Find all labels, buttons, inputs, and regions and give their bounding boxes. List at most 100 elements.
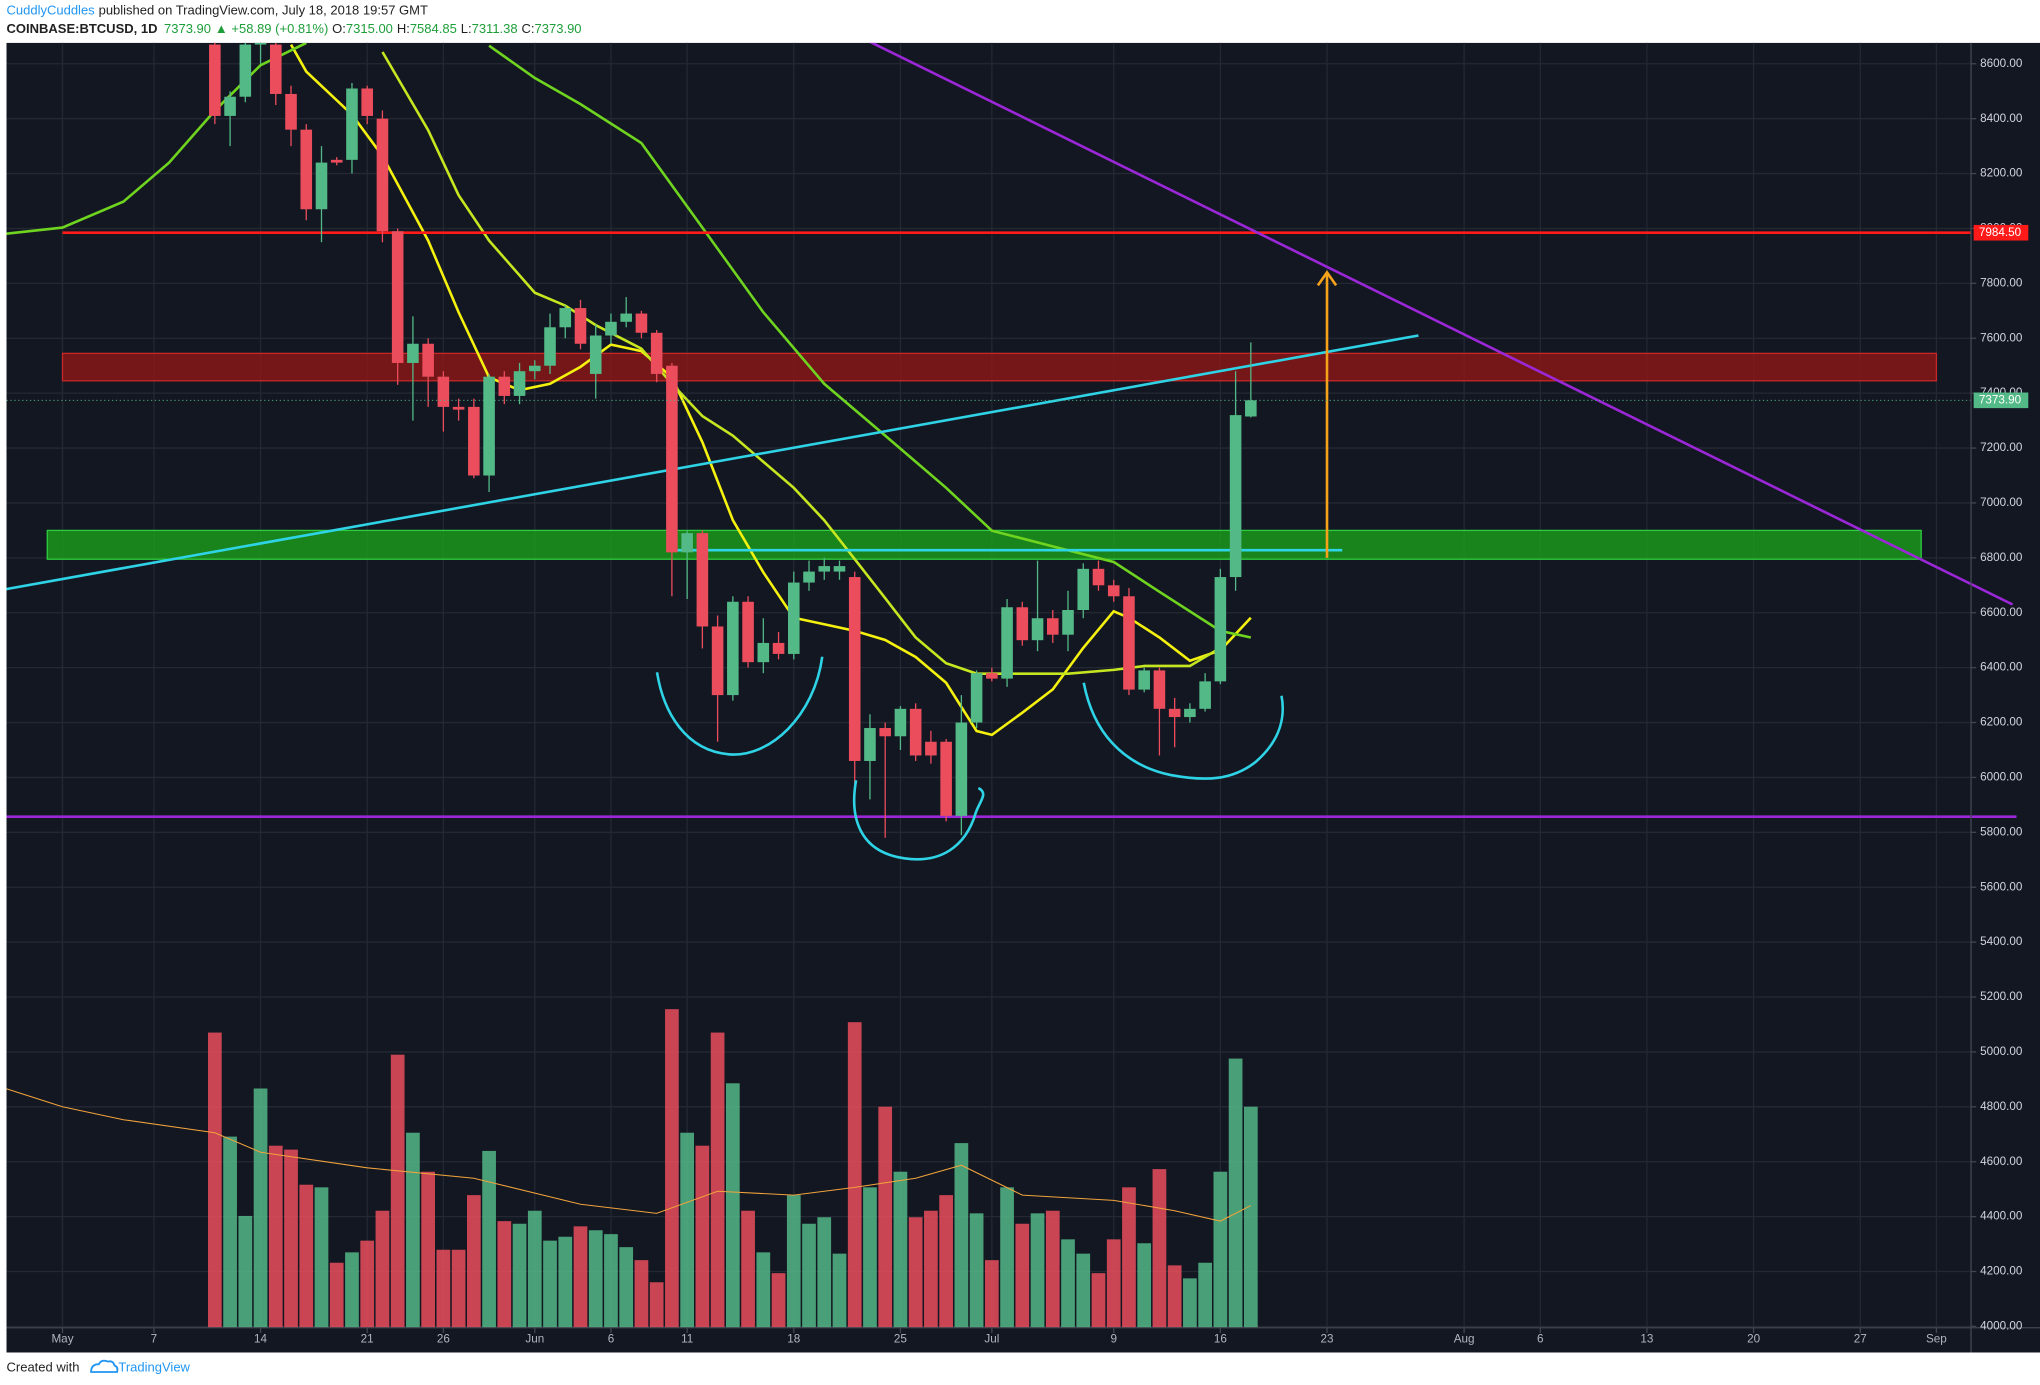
last: 7373.90 xyxy=(164,21,211,36)
moving-average xyxy=(381,51,1222,675)
candle-body xyxy=(1138,670,1150,690)
volume-layer xyxy=(6,1009,1258,1328)
candle-body xyxy=(864,728,876,761)
ohlc-value: 7584.85 xyxy=(410,21,457,36)
candle-body xyxy=(346,88,358,160)
volume-bar xyxy=(1213,1171,1228,1328)
x-tick-label: 9 xyxy=(1110,1333,1117,1346)
symbol-line: COINBASE:BTCUSD, 1D 7373.90 ▲ +58.89 (+0.8… xyxy=(7,21,582,36)
volume-bar xyxy=(1122,1187,1136,1328)
volume-bar xyxy=(984,1260,999,1328)
candle-body xyxy=(940,741,952,816)
candle-body xyxy=(742,601,754,663)
ohlc-value: 7311.38 xyxy=(472,21,518,36)
volume-bar xyxy=(863,1187,877,1328)
zone xyxy=(61,352,1938,382)
y-tick-label: 6000.00 xyxy=(1980,771,2023,784)
change: ▲ +58.89 (+0.81%) xyxy=(215,21,328,36)
candle-body xyxy=(437,376,450,407)
volume-bar xyxy=(1091,1273,1106,1328)
last-price-label: 7373.90 xyxy=(1979,393,2022,406)
y-tick-label: 5200.00 xyxy=(1980,990,2023,1003)
volume-bar xyxy=(634,1260,649,1328)
x-tick-label: 11 xyxy=(681,1333,693,1346)
volume-bar xyxy=(314,1187,329,1328)
y-tick-label: 5600.00 xyxy=(1980,880,2023,893)
candle-body xyxy=(1092,568,1105,586)
y-tick-label: 7200.00 xyxy=(1980,441,2023,454)
x-tick-label: Jun xyxy=(525,1333,544,1346)
ohlc-key: C: xyxy=(522,21,535,36)
volume-bar xyxy=(771,1273,786,1328)
candle-body xyxy=(422,343,434,377)
x-tick-label: 14 xyxy=(254,1333,268,1346)
volume-bar xyxy=(512,1223,527,1328)
candle-body xyxy=(605,321,617,336)
y-tick-label: 4000.00 xyxy=(1980,1320,2023,1333)
y-tick-label: 6400.00 xyxy=(1980,661,2023,674)
volume-bar xyxy=(284,1149,298,1328)
x-tick-label: 21 xyxy=(361,1333,374,1346)
y-tick-label: 4800.00 xyxy=(1980,1100,2023,1113)
candle-body xyxy=(1245,400,1257,417)
candle-body xyxy=(666,365,678,553)
candle-body xyxy=(620,313,632,322)
candle-body xyxy=(650,332,663,374)
candle-body xyxy=(330,159,343,163)
candle-body xyxy=(285,93,297,130)
volume-bar xyxy=(436,1249,451,1328)
volume-bar xyxy=(482,1150,496,1328)
volume-bar xyxy=(207,1032,222,1328)
candle-body xyxy=(1016,607,1029,641)
volume-bar xyxy=(1045,1210,1060,1328)
y-tick-label: 5800.00 xyxy=(1980,825,2023,838)
volume-bar xyxy=(360,1240,375,1328)
volume-bar xyxy=(908,1217,923,1328)
footer-brand[interactable]: TradingView xyxy=(118,1360,190,1375)
moving-average xyxy=(6,42,1252,639)
tradingview-logo[interactable] xyxy=(90,1359,119,1373)
y-tick-label: 5400.00 xyxy=(1980,935,2023,948)
y-tick-label: 8400.00 xyxy=(1980,112,2023,125)
volume-bar xyxy=(329,1262,344,1328)
volume-bar xyxy=(466,1195,481,1328)
volume-bar xyxy=(268,1145,283,1328)
candle-body xyxy=(574,308,587,344)
x-tick-label: 18 xyxy=(787,1333,800,1346)
volume-bar xyxy=(451,1249,466,1328)
zones-layer xyxy=(46,352,1938,560)
volume-ma xyxy=(6,1088,1252,1222)
candle-body xyxy=(894,708,907,737)
volume-bar xyxy=(680,1132,694,1328)
candle-body xyxy=(407,343,419,363)
volume-bar xyxy=(710,1032,725,1328)
volume-bar xyxy=(802,1223,816,1328)
volume-bar xyxy=(1106,1239,1121,1328)
candle-body xyxy=(986,673,998,679)
arrow-head xyxy=(1316,270,1338,287)
x-tick-label: 23 xyxy=(1321,1333,1334,1346)
volume-bar xyxy=(832,1253,847,1328)
candle-body xyxy=(391,231,404,363)
candle-body xyxy=(1062,610,1074,635)
trend-line xyxy=(6,334,1419,591)
volume-bar xyxy=(497,1221,512,1328)
volume-bar xyxy=(619,1247,634,1328)
lines-layer xyxy=(6,42,2017,818)
candle-body xyxy=(1153,670,1166,709)
candle-body xyxy=(361,88,373,116)
drawings-layer xyxy=(655,656,1284,861)
candle-body xyxy=(772,642,785,654)
candle-body xyxy=(635,313,648,333)
y-tick-label: 7800.00 xyxy=(1980,276,2023,289)
volume-bar xyxy=(969,1213,984,1328)
author[interactable]: CuddlyCuddles xyxy=(7,3,96,18)
candle-body xyxy=(925,741,937,756)
y-tick-label: 4400.00 xyxy=(1980,1210,2023,1223)
candle-body xyxy=(483,376,495,476)
x-tick-label: 20 xyxy=(1747,1333,1761,1346)
y-tick-label: 6800.00 xyxy=(1980,551,2023,564)
candle-body xyxy=(270,44,282,94)
volume-bar xyxy=(1228,1058,1243,1328)
